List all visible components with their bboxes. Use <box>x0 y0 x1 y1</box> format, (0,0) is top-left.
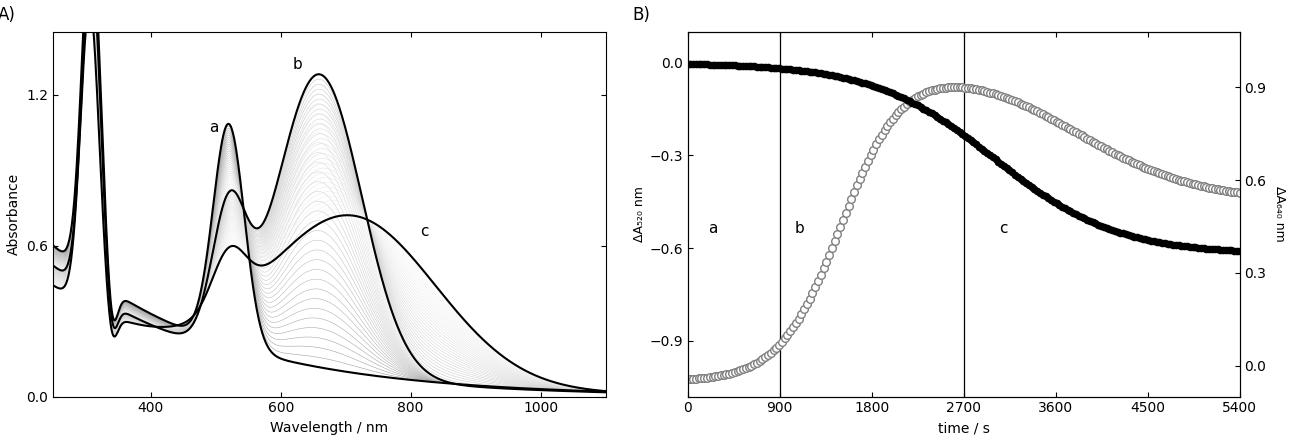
Text: b: b <box>795 221 804 236</box>
Y-axis label: ΔA₅₂₀ nm: ΔA₅₂₀ nm <box>634 186 646 242</box>
Text: c: c <box>999 221 1009 236</box>
Text: A): A) <box>0 7 16 24</box>
Text: b: b <box>292 57 303 72</box>
Text: a: a <box>209 120 219 135</box>
X-axis label: time / s: time / s <box>937 421 989 435</box>
Text: c: c <box>420 224 429 239</box>
Text: B): B) <box>632 7 650 24</box>
Text: a: a <box>709 221 718 236</box>
Y-axis label: ΔA₆₄₀ nm: ΔA₆₄₀ nm <box>1274 187 1287 242</box>
X-axis label: Wavelength / nm: Wavelength / nm <box>270 421 388 435</box>
Y-axis label: Absorbance: Absorbance <box>6 173 21 255</box>
